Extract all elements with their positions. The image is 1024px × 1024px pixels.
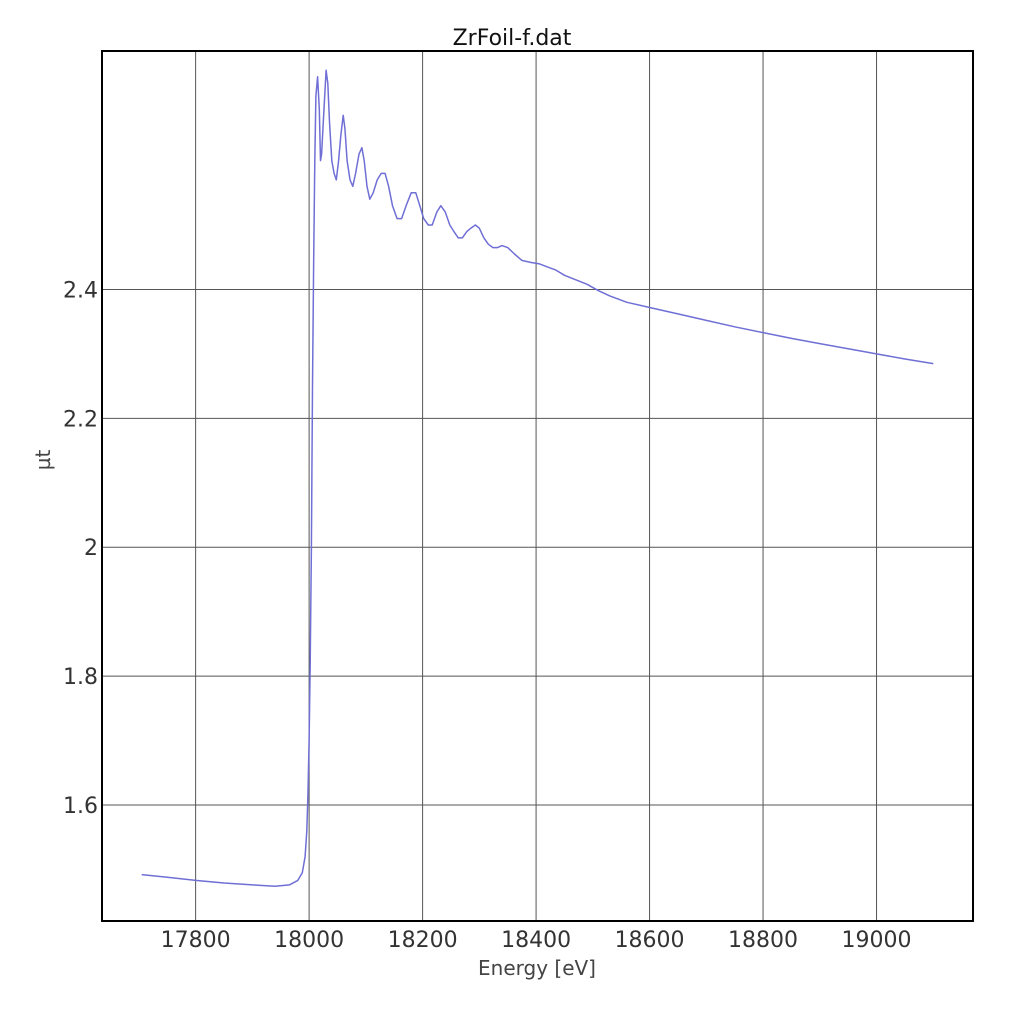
x-tick-label: 18000 — [274, 928, 344, 953]
y-tick-label: 1.6 — [63, 794, 98, 819]
x-tick-label: 18200 — [388, 928, 458, 953]
x-tick-label: 17800 — [161, 928, 231, 953]
y-axis-title: µt — [31, 450, 55, 471]
chart-title: ZrFoil-f.dat — [453, 26, 572, 51]
x-tick-label: 18800 — [728, 928, 798, 953]
y-tick-label: 2 — [84, 536, 98, 561]
grid-lines — [102, 51, 973, 921]
y-tick-label: 2.2 — [63, 407, 98, 432]
x-tick-label: 18400 — [501, 928, 571, 953]
plot-frame — [101, 50, 974, 922]
series-line-mu-t — [141, 69, 934, 887]
x-tick-label: 19000 — [842, 928, 912, 953]
y-tick-label: 2.4 — [63, 278, 98, 303]
x-tick-label: 18600 — [615, 928, 685, 953]
y-tick-label: 1.8 — [63, 665, 98, 690]
x-axis-title: Energy [eV] — [478, 956, 596, 980]
tick-labels: 17800 18000 18200 18400 18600 18800 19000 1.6 1.… — [63, 278, 912, 953]
